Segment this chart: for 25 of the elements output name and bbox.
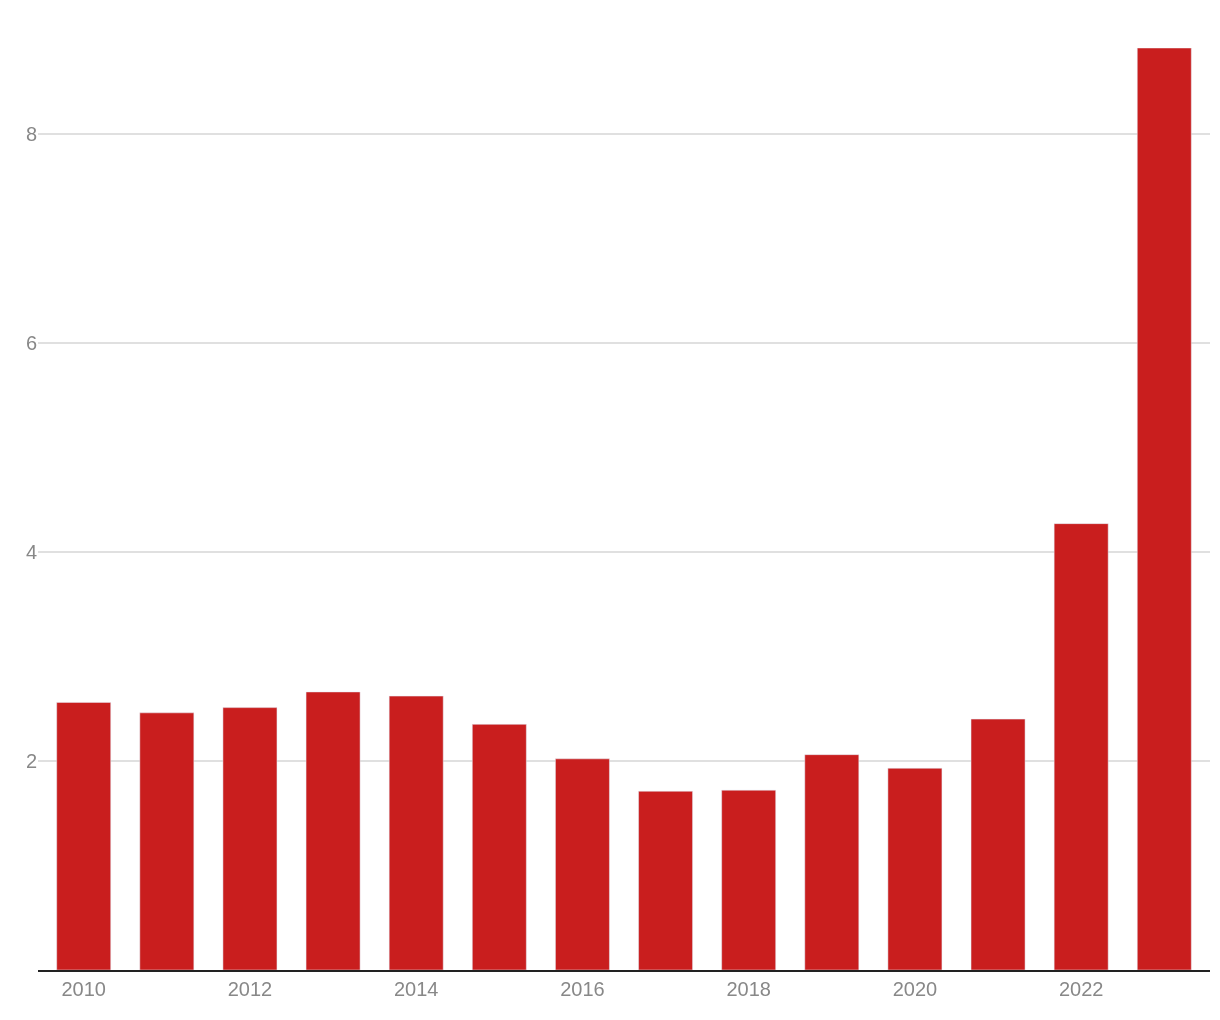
x-tick-label: 2022	[1058, 978, 1104, 1000]
x-tick-label: 2010	[61, 978, 106, 1000]
y-tick-label: 4	[25, 540, 37, 563]
bar	[222, 707, 278, 970]
y-tick-label: 6	[25, 331, 37, 354]
bar	[472, 724, 527, 970]
y-tick-label: 2	[25, 749, 37, 772]
bar	[305, 691, 361, 970]
bar	[638, 790, 693, 970]
bar	[555, 758, 610, 970]
x-tick-label: 2016	[560, 978, 605, 1000]
bar	[887, 768, 943, 970]
bar	[56, 702, 111, 970]
x-tick-label: 2018	[726, 978, 771, 1000]
x-tick-label: 2014	[393, 978, 439, 1000]
bar	[139, 712, 195, 970]
x-tick-label: 2012	[227, 978, 273, 1000]
x-tick-label: 2020	[892, 978, 938, 1000]
bar	[721, 789, 776, 970]
bar	[1137, 48, 1192, 970]
bar	[1053, 523, 1109, 970]
y-tick-label: 8	[25, 122, 37, 145]
bar	[804, 754, 860, 970]
bar	[970, 718, 1026, 970]
bar	[388, 695, 444, 970]
